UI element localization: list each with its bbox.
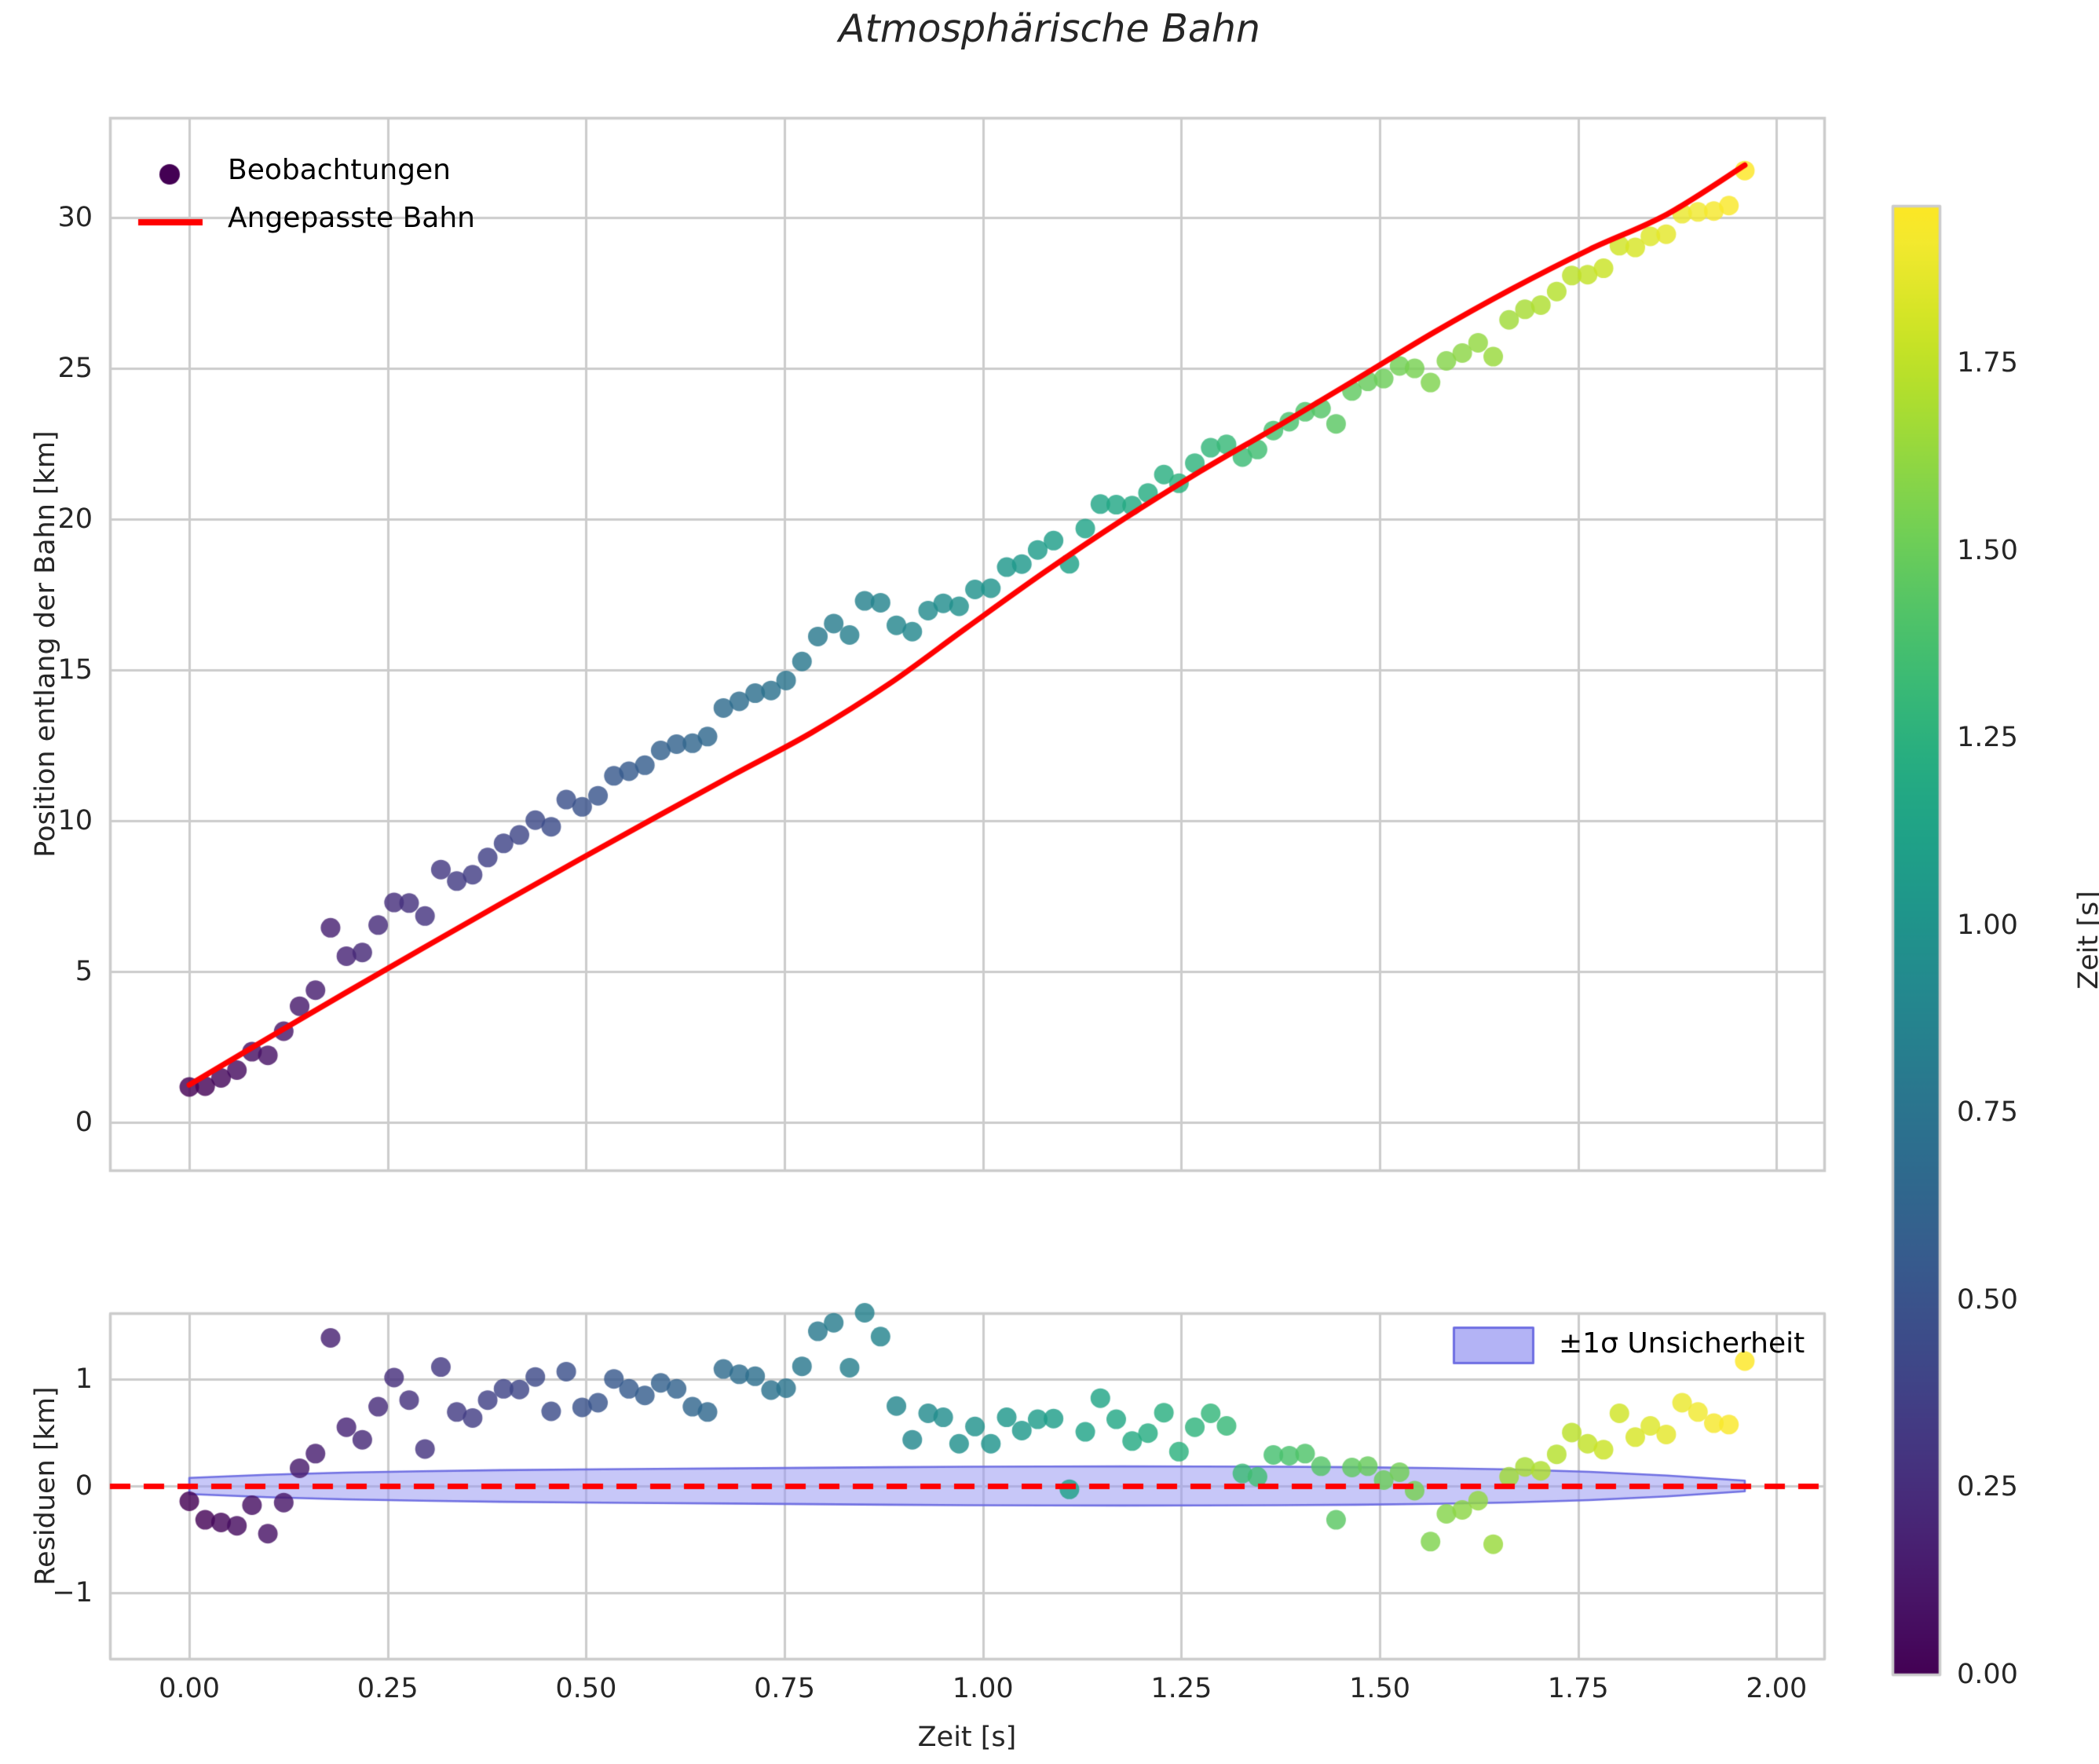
x-tick-7: 1.75 [1547,1673,1609,1704]
x-axis-label: Zeit [s] [917,1722,1017,1753]
x-tick-1: 0.25 [357,1673,419,1704]
x-tick-0: 0.00 [159,1673,221,1704]
x-tick-8: 2.00 [1746,1673,1808,1704]
legend-item-uncertainty[interactable]: ±1σ Unsicherheit [1559,1327,1805,1360]
x-tick-3: 0.75 [754,1673,816,1704]
y-axis-label-residuals: Residuen [km] [30,1386,61,1586]
legend-label-uncertainty: ±1σ Unsicherheit [1559,1327,1805,1360]
colorbar-tick-6: 1.50 [1957,534,2018,566]
colorbar-tick-4: 1.00 [1957,909,2018,941]
legend-item-observations[interactable]: Beobachtungen [228,154,451,186]
legend-item-fitted-trajectory[interactable]: Angepasste Bahn [228,202,475,234]
page-title: Atmosphärische Bahn [839,6,1260,51]
y-tick-main-2: 10 [57,804,93,836]
colorbar-tick-0: 0.00 [1957,1659,2018,1690]
colorbar-label: Zeit [s] [2073,891,2099,990]
colorbar-tick-7: 1.75 [1957,347,2018,379]
colorbar-tick-5: 1.25 [1957,722,2018,754]
y-tick-main-3: 15 [57,653,93,686]
y-tick-main-4: 20 [57,503,93,535]
x-tick-6: 1.50 [1349,1673,1410,1704]
y-axis-label-main: Position entlang der Bahn [km] [30,430,61,858]
colorbar-tick-1: 0.25 [1957,1471,2018,1503]
x-tick-5: 1.25 [1150,1673,1212,1704]
legend-label-observations: Beobachtungen [228,154,451,186]
x-tick-2: 0.50 [555,1673,617,1704]
y-tick-main-1: 5 [75,955,93,987]
y-tick-main-6: 30 [57,201,93,233]
x-tick-4: 1.00 [952,1673,1014,1704]
colorbar-tick-3: 0.75 [1957,1096,2018,1129]
y-tick-main-0: 0 [75,1106,93,1138]
y-tick-main-5: 25 [57,352,93,384]
legend-label-fitted-trajectory: Angepasste Bahn [228,202,475,234]
y-tick-residual-0: −1 [52,1576,93,1608]
y-tick-residual-2: 1 [75,1363,93,1396]
y-tick-residual-1: 0 [75,1470,93,1502]
colorbar-tick-2: 0.50 [1957,1283,2018,1316]
